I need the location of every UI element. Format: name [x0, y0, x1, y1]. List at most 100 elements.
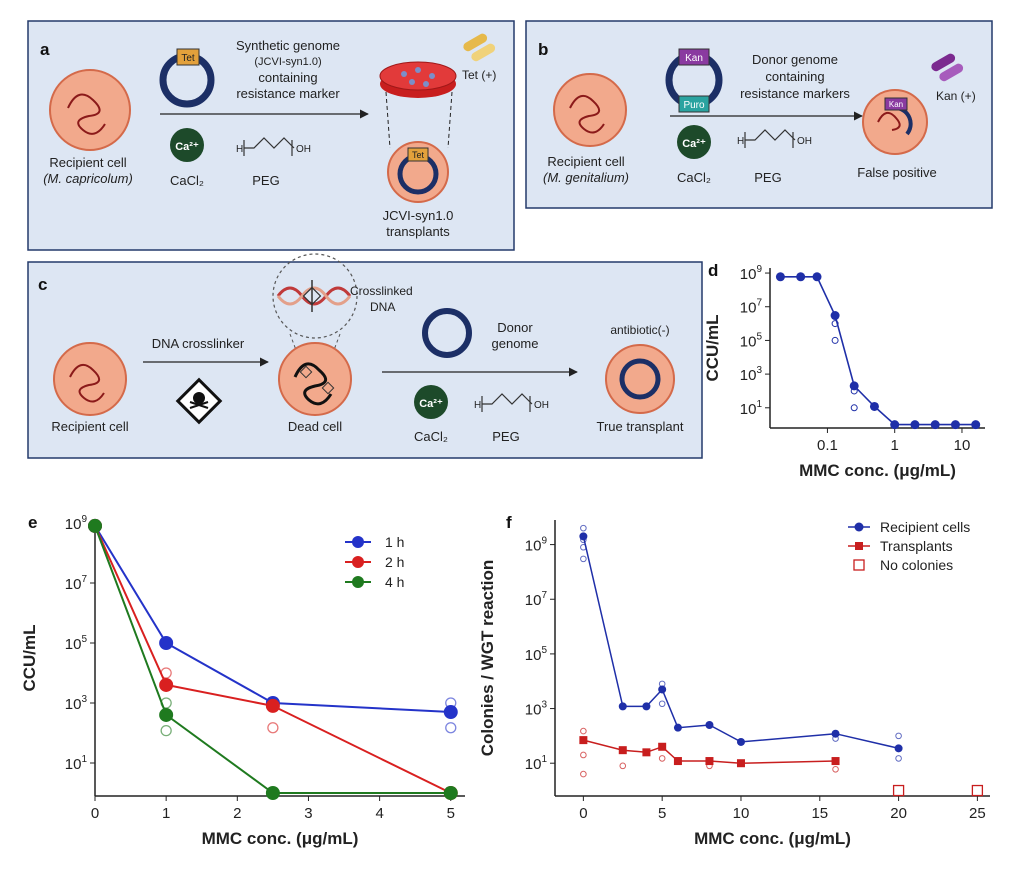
peg-oh-b: OH	[797, 136, 812, 147]
data-point	[265, 786, 280, 800]
y-tick-label: 109	[65, 514, 88, 533]
x-axis-label: MMC conc. (μg/mL)	[202, 829, 359, 848]
legend-marker	[352, 556, 364, 568]
donor-genome-ring-c	[422, 308, 472, 358]
x-axis-label: MMC conc. (μg/mL)	[694, 829, 851, 848]
y-tick-label: 109	[525, 536, 548, 555]
replicate-point	[160, 697, 172, 709]
y-tick-label: 107	[525, 590, 548, 609]
calcium-ion-b	[677, 125, 711, 159]
data-point-recipient	[658, 685, 667, 694]
result-label-a-1: JCVI-syn1.0	[383, 208, 454, 223]
panel-c-label: c	[38, 275, 47, 294]
puro-marker-box	[678, 95, 710, 113]
true-transplant-cell	[605, 344, 675, 414]
replicate-recipient	[895, 732, 902, 740]
replicate-point	[267, 722, 279, 734]
no-colonies-point	[892, 784, 905, 797]
replicate-transplant	[580, 751, 587, 759]
peg-structure-a	[243, 137, 295, 156]
data-point-transplant	[736, 759, 745, 768]
transplant-tet-box	[407, 147, 429, 162]
y-tick-label: 105	[525, 645, 548, 664]
y-tick-label: 103	[525, 700, 548, 719]
replicate-recipient	[580, 536, 587, 544]
recipient-cell-c	[53, 342, 127, 416]
x-tick-label: 0	[579, 805, 587, 822]
data-point	[159, 677, 174, 692]
x-tick-label: 0.1	[817, 437, 838, 454]
x-tick-label: 15	[811, 805, 828, 822]
recipient-species-a: (M. capricolum)	[43, 171, 133, 186]
replicate-point	[850, 404, 858, 412]
data-point-transplant	[658, 742, 667, 751]
y-tick-label: 101	[740, 399, 763, 418]
result-label-c: True transplant	[597, 419, 684, 434]
panel-f-label: f	[506, 513, 512, 532]
y-tick-label: 105	[65, 634, 88, 653]
arrow-text-a-4: resistance marker	[236, 86, 340, 101]
replicate-recipient	[832, 735, 839, 742]
x-tick-label: 1	[162, 805, 170, 822]
panel-a: a Recipient cell (M. capricolum) Tet Syn…	[27, 20, 515, 251]
peg-label-a: PEG	[252, 173, 279, 188]
data-point-recipient	[894, 744, 903, 753]
data-point	[159, 636, 174, 650]
antibiotic-label-c: antibiotic(-)	[610, 323, 669, 337]
replicate-recipient	[580, 555, 587, 563]
x-axis-label: MMC conc. (μg/mL)	[799, 461, 956, 480]
arrow-text-b-3: resistance markers	[740, 86, 850, 101]
chart-d: d MMC conc. (μg/mL)CCU/mL101103105107109…	[703, 261, 985, 480]
y-tick-label: 101	[65, 754, 88, 773]
arrow-text-a-2: (JCVI-syn1.0)	[254, 56, 321, 68]
data-point-recipient	[831, 729, 840, 738]
dead-cell-label: Dead cell	[288, 419, 342, 434]
crosslinked-label-2: DNA	[370, 300, 395, 314]
calcium-ion-label-b: Ca²⁺	[682, 138, 706, 150]
kan-marker-label: Kan	[685, 53, 703, 64]
legend-marker	[855, 542, 863, 550]
peg-label-b: PEG	[754, 170, 781, 185]
legend-label: Recipient cells	[880, 519, 970, 535]
peg-structure-c	[481, 393, 533, 412]
zoom-line-left	[385, 91, 391, 149]
cacl2-label-c: CaCl₂	[414, 429, 448, 444]
replicate-point	[445, 697, 457, 709]
series-line-4h	[94, 525, 451, 794]
recipient-cell-b	[553, 73, 627, 147]
no-colonies-point	[971, 784, 984, 797]
tet-marker-label: Tet	[181, 53, 195, 64]
y-tick-label: 101	[525, 754, 548, 773]
arrow-text-b-2: containing	[765, 69, 824, 84]
replicate-transplant	[706, 762, 713, 770]
replicate-transplant	[619, 762, 627, 770]
series-line-1h	[94, 525, 451, 713]
data-point	[443, 705, 458, 720]
data-point	[869, 401, 879, 411]
replicate-point	[831, 336, 839, 344]
recipient-label-a: Recipient cell	[49, 155, 126, 170]
data-point	[775, 272, 785, 282]
data-point	[950, 420, 960, 430]
panel-d-label: d	[708, 261, 718, 280]
replicate-recipient	[580, 543, 587, 551]
y-axis-label: Colonies / WGT reaction	[478, 560, 497, 756]
cacl2-label-b: CaCl₂	[677, 170, 711, 185]
dead-cell	[278, 342, 352, 416]
data-point	[88, 518, 102, 533]
arrow-text-b-1: Donor genome	[752, 52, 838, 67]
peg-oh-c: OH	[534, 400, 549, 411]
x-tick-label: 20	[890, 805, 907, 822]
arrow-text-a-1: Synthetic genome	[236, 38, 340, 53]
data-point-transplant	[831, 757, 840, 766]
legend-marker	[853, 559, 865, 571]
data-point-transplant	[642, 748, 651, 757]
replicate-transplant	[580, 770, 587, 778]
chart-e: e MMC conc. (μg/mL)CCU/mL101103105107109…	[20, 513, 465, 848]
replicate-point	[850, 387, 858, 395]
peg-h-b: H	[737, 136, 744, 147]
replicate-point	[160, 724, 172, 737]
replicate-recipient	[658, 680, 666, 688]
x-tick-label: 25	[969, 805, 986, 822]
